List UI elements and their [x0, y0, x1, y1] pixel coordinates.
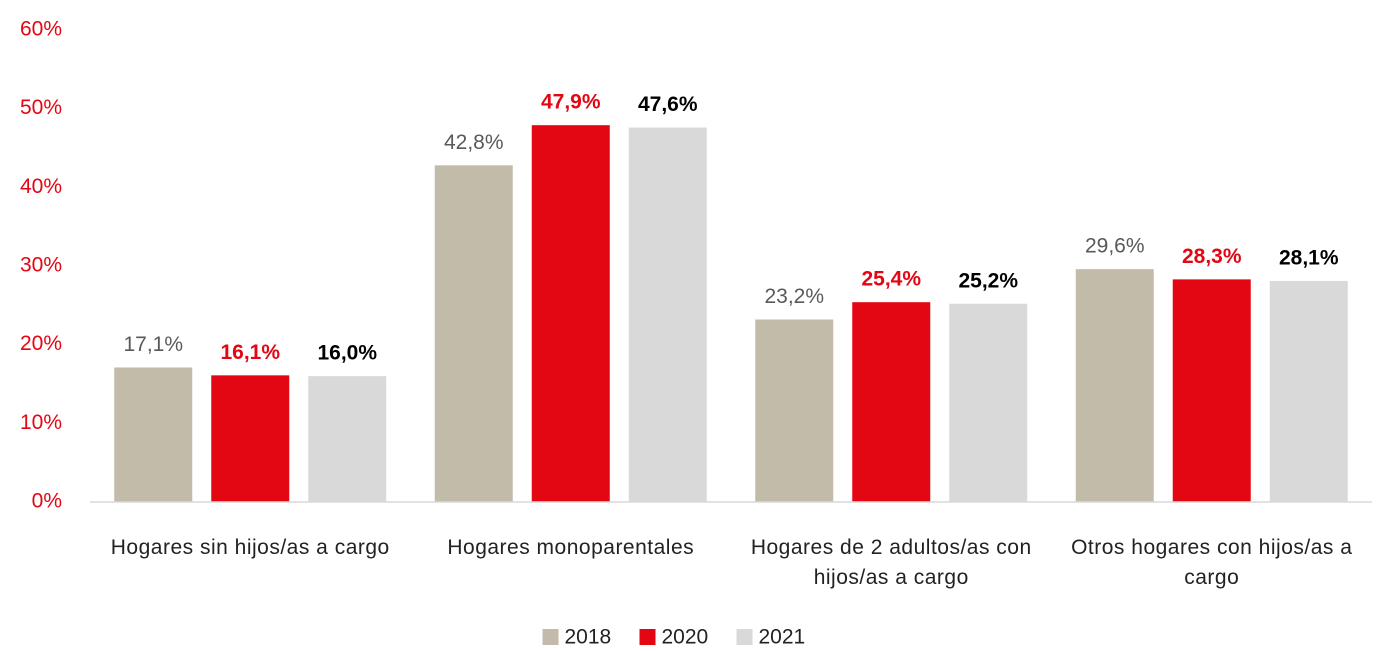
bar	[628, 127, 707, 503]
bar	[434, 165, 513, 502]
value-label: 29,6%	[1085, 235, 1145, 258]
value-label: 16,1%	[220, 341, 280, 364]
legend-swatch	[639, 629, 656, 645]
legend-swatch	[736, 629, 753, 645]
y-tick-label: 40%	[20, 175, 62, 198]
value-label: 17,1%	[123, 333, 183, 356]
y-tick-label: 20%	[20, 332, 62, 355]
value-label: 28,3%	[1182, 245, 1242, 268]
y-tick-label: 50%	[20, 96, 62, 119]
legend-swatch	[542, 629, 559, 645]
bar	[211, 375, 290, 502]
y-tick-label: 0%	[32, 490, 62, 513]
value-label: 25,4%	[861, 268, 921, 291]
value-label: 28,1%	[1279, 246, 1339, 269]
bar	[531, 125, 610, 502]
bar	[852, 302, 931, 502]
bar	[1172, 279, 1251, 502]
bar	[114, 367, 193, 502]
x-tick-label: Hogares de 2 adultos/as con hijos/as a c…	[750, 536, 1032, 589]
bar	[308, 376, 387, 502]
value-label: 23,2%	[764, 285, 824, 308]
value-label: 25,2%	[958, 269, 1018, 292]
legend-label: 2020	[662, 626, 709, 649]
legend-label: 2018	[565, 626, 612, 649]
legend-label: 2021	[759, 626, 806, 649]
y-tick-label: 30%	[20, 254, 62, 277]
value-label: 47,6%	[638, 93, 698, 116]
bar	[755, 319, 834, 502]
y-tick-label: 60%	[20, 18, 62, 41]
value-label: 16,0%	[317, 342, 377, 365]
bar	[1075, 269, 1154, 502]
x-tick-label: Hogares sin hijos/as a cargo	[110, 536, 390, 559]
x-tick-label: Otros hogares con hijos/as a cargo	[1071, 536, 1353, 589]
bar	[1269, 280, 1348, 502]
value-label: 42,8%	[444, 131, 504, 154]
bar	[949, 303, 1028, 502]
value-label: 47,9%	[541, 91, 601, 114]
y-tick-label: 10%	[20, 411, 62, 434]
x-tick-label: Hogares monoparentales	[447, 536, 695, 559]
